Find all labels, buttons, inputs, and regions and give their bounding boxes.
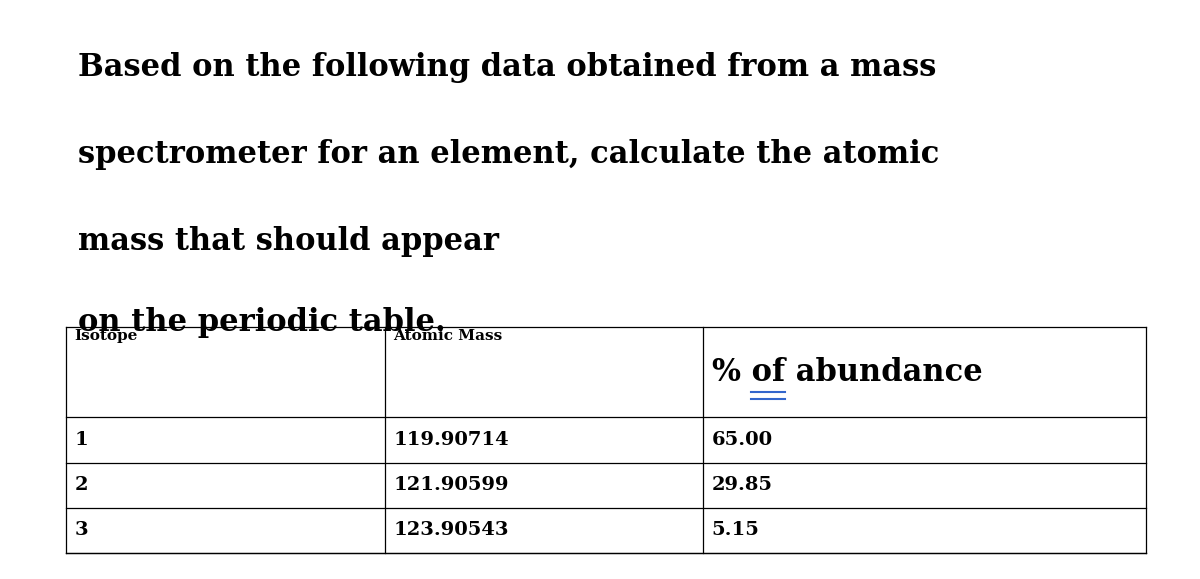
Text: 1: 1	[74, 431, 89, 449]
Text: Atomic Mass: Atomic Mass	[394, 329, 503, 343]
Text: 5.15: 5.15	[712, 521, 760, 540]
Text: 2: 2	[74, 476, 88, 494]
Text: spectrometer for an element, calculate the atomic: spectrometer for an element, calculate t…	[78, 139, 940, 170]
Text: mass that should appear: mass that should appear	[78, 226, 499, 257]
Text: 119.90714: 119.90714	[394, 431, 509, 449]
Text: 29.85: 29.85	[712, 476, 773, 494]
Text: Based on the following data obtained from a mass: Based on the following data obtained fro…	[78, 52, 936, 83]
Text: on the periodic table.: on the periodic table.	[78, 307, 445, 338]
Text: % of abundance: % of abundance	[712, 357, 983, 388]
Text: 121.90599: 121.90599	[394, 476, 509, 494]
Text: 65.00: 65.00	[712, 431, 773, 449]
Text: Isotope: Isotope	[74, 329, 138, 343]
Text: 123.90543: 123.90543	[394, 521, 509, 540]
Text: 3: 3	[74, 521, 89, 540]
